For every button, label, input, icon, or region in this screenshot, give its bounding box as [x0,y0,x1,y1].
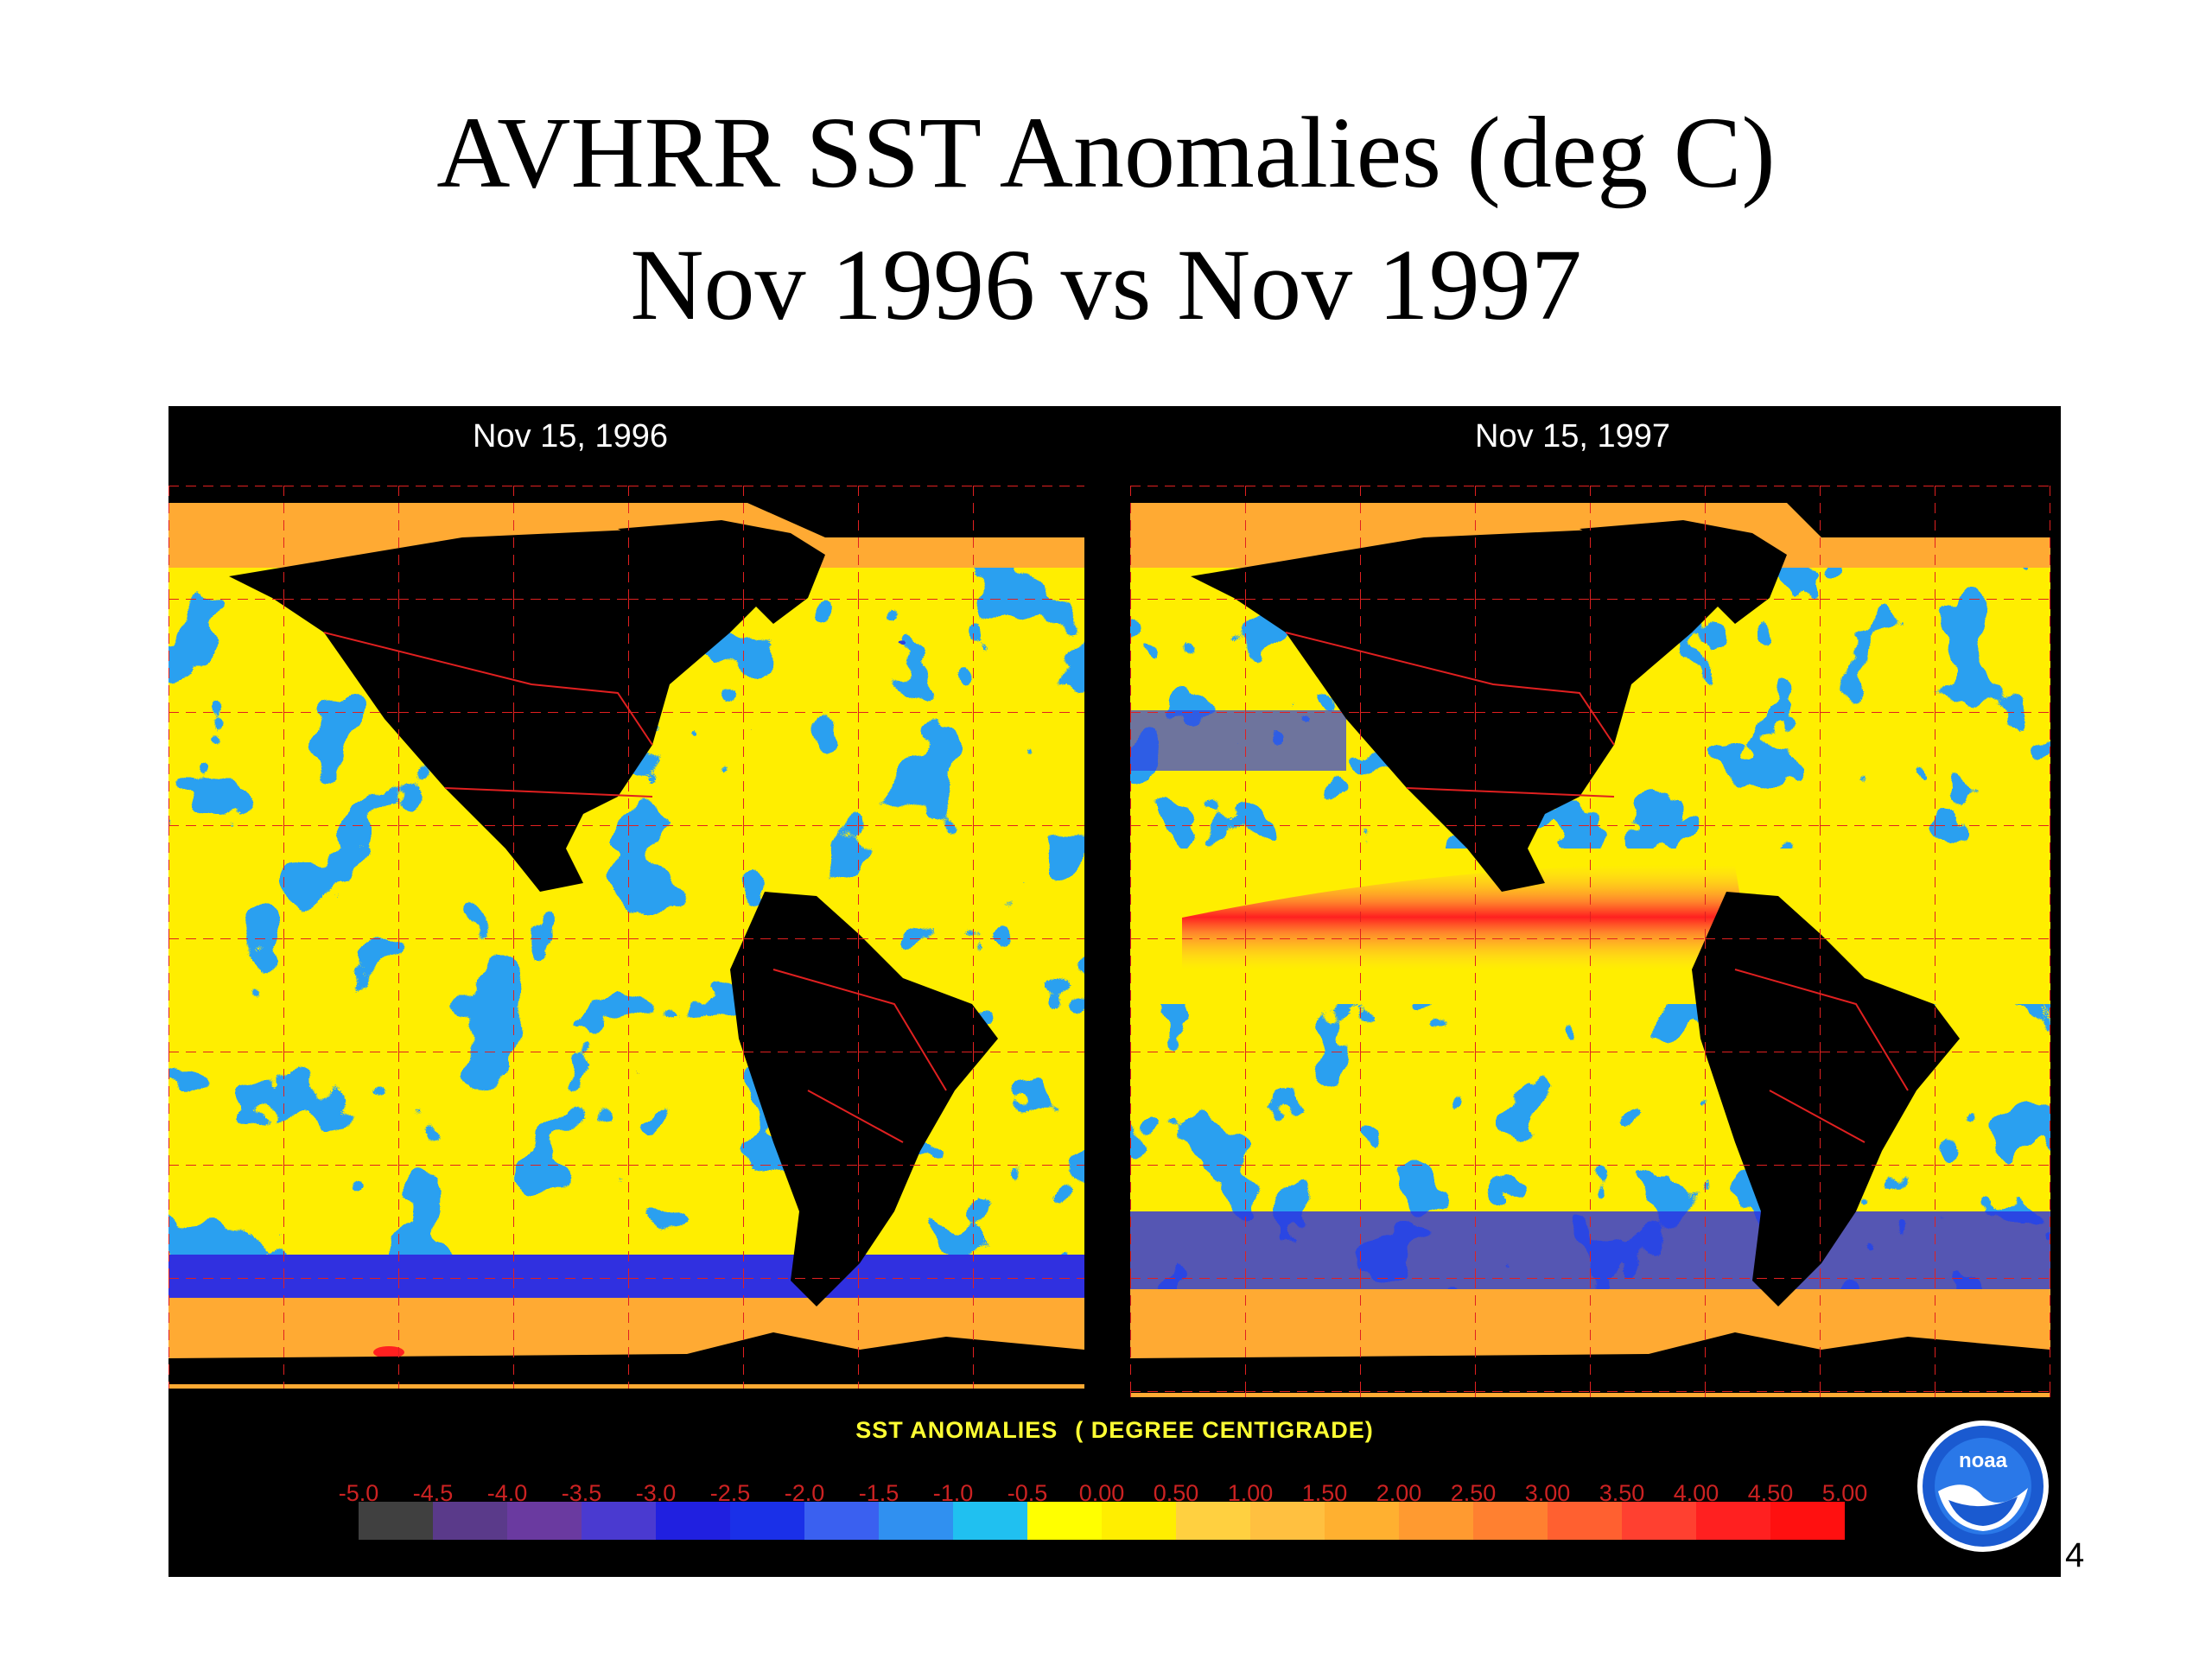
sst-map-1997 [1130,486,2050,1397]
colorbar-segment [433,1502,507,1540]
colorbar-title-part2: ( DEGREE CENTIGRADE) [1075,1417,1374,1443]
panel-label-1996: Nov 15, 1996 [473,418,669,454]
panel-label-1997: Nov 15, 1997 [1475,418,1671,454]
colorbar-segment [1548,1502,1622,1540]
sst-anomaly-figure: Nov 15, 1996 Nov 15, 1997 [168,406,2061,1577]
colorbar-segment [1102,1502,1176,1540]
colorbar-segment [1399,1502,1473,1540]
colorbar-segment [1027,1502,1102,1540]
colorbar-segment [359,1502,433,1540]
colorbar-segment [1250,1502,1325,1540]
sst-map-1996 [168,486,1084,1389]
colorbar-title: SST ANOMALIES ( DEGREE CENTIGRADE) [168,1417,2061,1444]
colorbar-segment [953,1502,1027,1540]
colorbar-segment [730,1502,804,1540]
slide-title-line-1: AVHRR SST Anomalies (deg C) [436,96,1776,209]
colorbar-segment [1176,1502,1250,1540]
colorbar-segment [656,1502,730,1540]
noaa-logo: noaa [1917,1421,2049,1552]
colorbar-segment [1473,1502,1548,1540]
colorbar-segment [582,1502,656,1540]
slide-title-line-2: Nov 1996 vs Nov 1997 [630,228,1582,341]
colorbar-title-part1: SST ANOMALIES [855,1417,1058,1443]
logo-text: noaa [1959,1449,2008,1472]
colorbar-segment [1696,1502,1770,1540]
colorbar-segment [1325,1502,1399,1540]
colorbar [359,1502,1845,1540]
colorbar-segment [1770,1502,1845,1540]
colorbar-segment [879,1502,953,1540]
page-number: 4 [2065,1536,2085,1574]
colorbar-segment [1622,1502,1696,1540]
colorbar-segment [804,1502,879,1540]
colorbar-segment [507,1502,582,1540]
